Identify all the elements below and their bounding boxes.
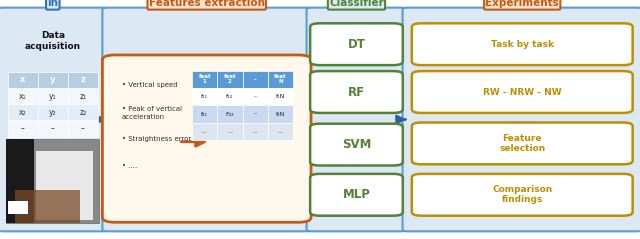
Text: –: – bbox=[51, 124, 55, 133]
Text: ...: ... bbox=[202, 129, 208, 134]
Text: z: z bbox=[81, 75, 85, 84]
FancyBboxPatch shape bbox=[0, 8, 108, 231]
Text: feat
N: feat N bbox=[274, 74, 287, 84]
Text: ...: ... bbox=[227, 129, 233, 134]
Text: RW - NRW - NW: RW - NRW - NW bbox=[483, 87, 561, 97]
Bar bbox=[68, 72, 98, 88]
Bar bbox=[218, 105, 243, 123]
Text: RF: RF bbox=[348, 86, 365, 98]
Text: Feature
selection: Feature selection bbox=[499, 134, 545, 153]
Bar bbox=[38, 104, 68, 120]
Bar bbox=[268, 88, 293, 105]
Text: –: – bbox=[253, 112, 257, 117]
Text: SVM: SVM bbox=[342, 138, 371, 151]
Bar bbox=[192, 105, 218, 123]
Bar bbox=[243, 71, 268, 88]
Text: Experiments: Experiments bbox=[485, 0, 559, 8]
Text: z₂: z₂ bbox=[79, 108, 86, 117]
Bar bbox=[6, 139, 99, 223]
Text: –: – bbox=[81, 124, 85, 133]
FancyBboxPatch shape bbox=[403, 8, 640, 231]
Text: f₂₁: f₂₁ bbox=[201, 112, 208, 117]
Text: f₂N: f₂N bbox=[276, 112, 285, 117]
FancyBboxPatch shape bbox=[412, 23, 633, 65]
Text: –: – bbox=[254, 77, 257, 82]
FancyBboxPatch shape bbox=[310, 23, 403, 65]
Bar bbox=[268, 123, 293, 140]
Bar bbox=[8, 201, 28, 214]
Text: Task by task: Task by task bbox=[491, 40, 554, 49]
FancyBboxPatch shape bbox=[310, 71, 403, 113]
Bar bbox=[192, 71, 218, 88]
FancyBboxPatch shape bbox=[412, 122, 633, 164]
Bar bbox=[192, 88, 218, 105]
Text: feat
2: feat 2 bbox=[223, 74, 236, 84]
Bar bbox=[38, 88, 68, 104]
FancyBboxPatch shape bbox=[102, 55, 311, 222]
Text: • Peak of vertical
acceleration: • Peak of vertical acceleration bbox=[122, 106, 182, 120]
Bar bbox=[243, 105, 268, 123]
FancyBboxPatch shape bbox=[310, 174, 403, 216]
Text: ...: ... bbox=[252, 129, 258, 134]
Bar bbox=[8, 88, 38, 104]
Text: Classifier: Classifier bbox=[329, 0, 384, 8]
Text: x₁: x₁ bbox=[19, 92, 26, 101]
FancyBboxPatch shape bbox=[412, 174, 633, 216]
Bar bbox=[38, 120, 68, 137]
Bar bbox=[15, 190, 80, 223]
FancyBboxPatch shape bbox=[310, 124, 403, 166]
Text: f₁N: f₁N bbox=[276, 94, 285, 99]
Text: ...: ... bbox=[278, 129, 284, 134]
Bar bbox=[268, 71, 293, 88]
Text: F₂₂: F₂₂ bbox=[226, 112, 234, 117]
Text: –: – bbox=[20, 124, 25, 133]
Bar bbox=[218, 123, 243, 140]
Bar bbox=[243, 88, 268, 105]
Text: y₂: y₂ bbox=[49, 108, 56, 117]
Text: Features extraction: Features extraction bbox=[148, 0, 265, 8]
FancyBboxPatch shape bbox=[307, 8, 406, 231]
Bar bbox=[68, 88, 98, 104]
Bar bbox=[243, 123, 268, 140]
Text: • Straightness error: • Straightness error bbox=[122, 136, 191, 142]
FancyBboxPatch shape bbox=[412, 71, 633, 113]
Text: • Vertical speed: • Vertical speed bbox=[122, 82, 177, 88]
Text: f₁₁: f₁₁ bbox=[201, 94, 208, 99]
Text: Data
acquisition: Data acquisition bbox=[25, 31, 81, 51]
Text: z₁: z₁ bbox=[79, 92, 86, 101]
Bar bbox=[192, 123, 218, 140]
Text: y₁: y₁ bbox=[49, 92, 56, 101]
Text: y: y bbox=[50, 75, 56, 84]
Bar bbox=[68, 120, 98, 137]
Bar bbox=[68, 104, 98, 120]
Text: DT: DT bbox=[348, 38, 365, 51]
Bar bbox=[268, 105, 293, 123]
Bar bbox=[8, 72, 38, 88]
Text: in: in bbox=[47, 0, 58, 8]
Text: f₁₂: f₁₂ bbox=[227, 94, 234, 99]
Bar bbox=[218, 88, 243, 105]
Bar bbox=[36, 151, 93, 220]
FancyBboxPatch shape bbox=[102, 8, 311, 231]
Text: MLP: MLP bbox=[342, 188, 371, 201]
Text: • ....: • .... bbox=[122, 163, 137, 168]
Text: Comparison
findings: Comparison findings bbox=[492, 185, 552, 205]
Bar bbox=[8, 104, 38, 120]
Text: –: – bbox=[253, 94, 257, 99]
Text: feat
1: feat 1 bbox=[198, 74, 211, 84]
Text: x₂: x₂ bbox=[19, 108, 26, 117]
Text: x: x bbox=[20, 75, 26, 84]
Bar bbox=[218, 71, 243, 88]
Bar bbox=[8, 120, 38, 137]
Bar bbox=[38, 72, 68, 88]
Bar bbox=[6, 139, 34, 223]
